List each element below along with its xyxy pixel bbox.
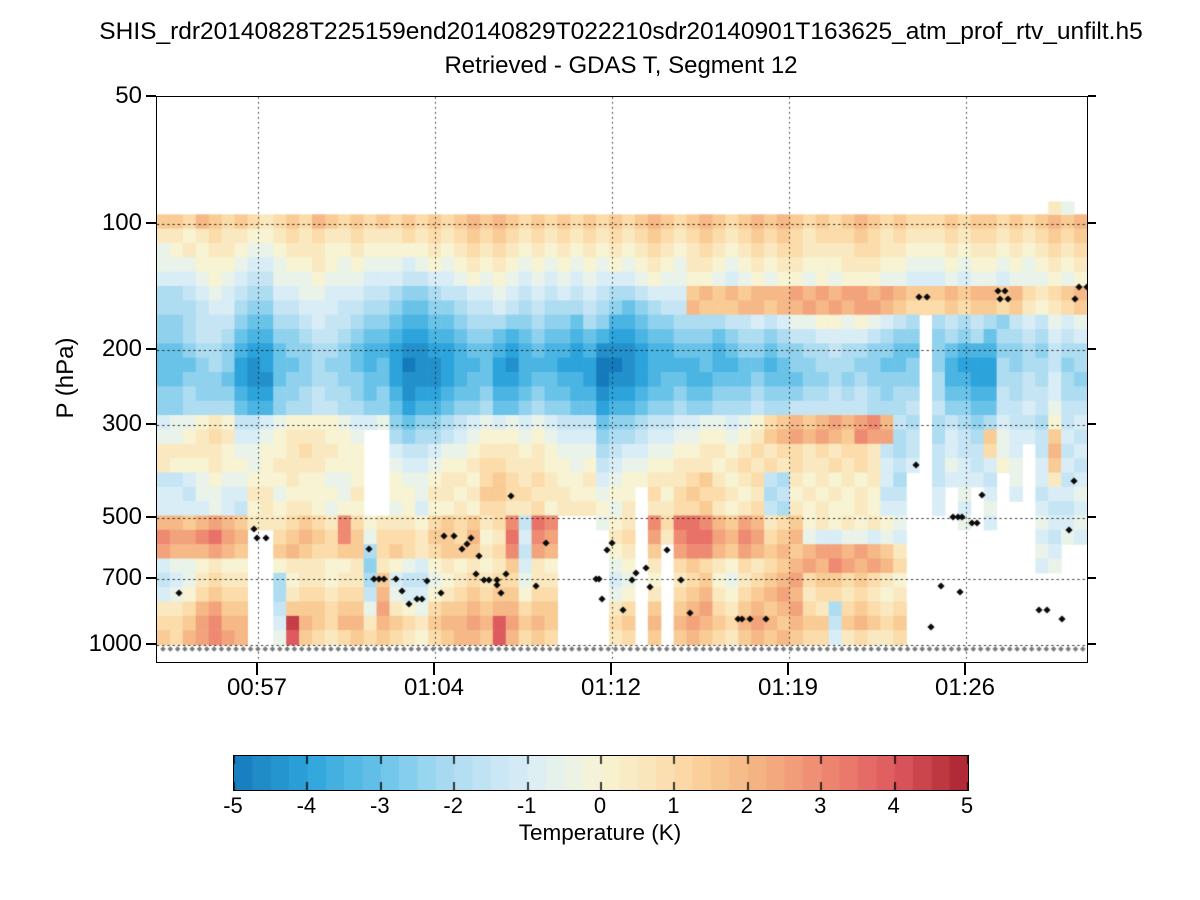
colorbar-tick-label: -3 — [370, 793, 390, 818]
y-axis-tick-left — [146, 515, 156, 518]
colorbar-tick-label: -2 — [443, 793, 463, 818]
x-tick-label: 01:04 — [403, 674, 465, 701]
plot-subtitle: Retrieved - GDAS T, Segment 12 — [444, 52, 798, 79]
y-axis-tick-left — [146, 221, 156, 224]
y-axis-tick-left — [146, 95, 156, 97]
y-axis-tick-left — [146, 642, 156, 645]
colorbar-tick-label: 3 — [814, 793, 827, 818]
x-axis-tick — [256, 663, 258, 675]
y-axis-tick-left — [146, 422, 156, 425]
x-tick-label: 01:19 — [757, 674, 819, 701]
colorbar-tick-label: 2 — [740, 793, 753, 818]
y-axis-tick-right — [1088, 515, 1096, 518]
y-tick-label: 500 — [101, 502, 142, 530]
x-tick-label: 00:57 — [226, 674, 288, 701]
colorbar-label: Temperature (K) — [518, 820, 682, 845]
y-axis-tick-right — [1088, 422, 1096, 425]
y-axis-tick-left — [146, 577, 156, 580]
colorbar-tick-label: -5 — [223, 793, 243, 818]
plot-frame — [156, 96, 1088, 663]
y-axis-tick-right — [1088, 577, 1096, 580]
plot-title: SHIS_rdr20140828T225159end20140829T02221… — [99, 18, 1143, 45]
x-axis-tick — [964, 663, 966, 675]
colorbar-tick-label: 0 — [593, 793, 607, 818]
colorbar-tick-label: 4 — [887, 793, 900, 818]
colorbar — [233, 755, 969, 791]
x-tick-label: 01:12 — [580, 674, 642, 701]
y-axis-tick-right — [1088, 221, 1096, 224]
colorbar-tick-label: 5 — [960, 793, 974, 818]
colorbar-tick-label: -4 — [296, 793, 317, 818]
y-tick-label: 50 — [115, 82, 142, 109]
y-axis-tick-right — [1088, 348, 1096, 351]
y-axis-tick-right — [1088, 95, 1096, 97]
x-axis-tick — [787, 663, 789, 675]
y-axis-tick-left — [146, 348, 156, 351]
y-tick-label: 700 — [101, 564, 142, 592]
colorbar-canvas — [234, 756, 968, 790]
x-axis-tick — [433, 663, 435, 675]
y-tick-label: 1000 — [88, 629, 142, 657]
x-axis-tick — [610, 663, 612, 675]
colorbar-tick-label: 1 — [667, 793, 680, 818]
y-axis-tick-right — [1088, 642, 1096, 645]
colorbar-tick-label: -1 — [516, 793, 537, 818]
heatmap-canvas — [157, 97, 1087, 662]
y-tick-label: 100 — [101, 208, 142, 236]
x-tick-label: 01:26 — [934, 674, 996, 701]
y-tick-label: 200 — [101, 335, 142, 363]
y-tick-label: 300 — [101, 409, 142, 437]
